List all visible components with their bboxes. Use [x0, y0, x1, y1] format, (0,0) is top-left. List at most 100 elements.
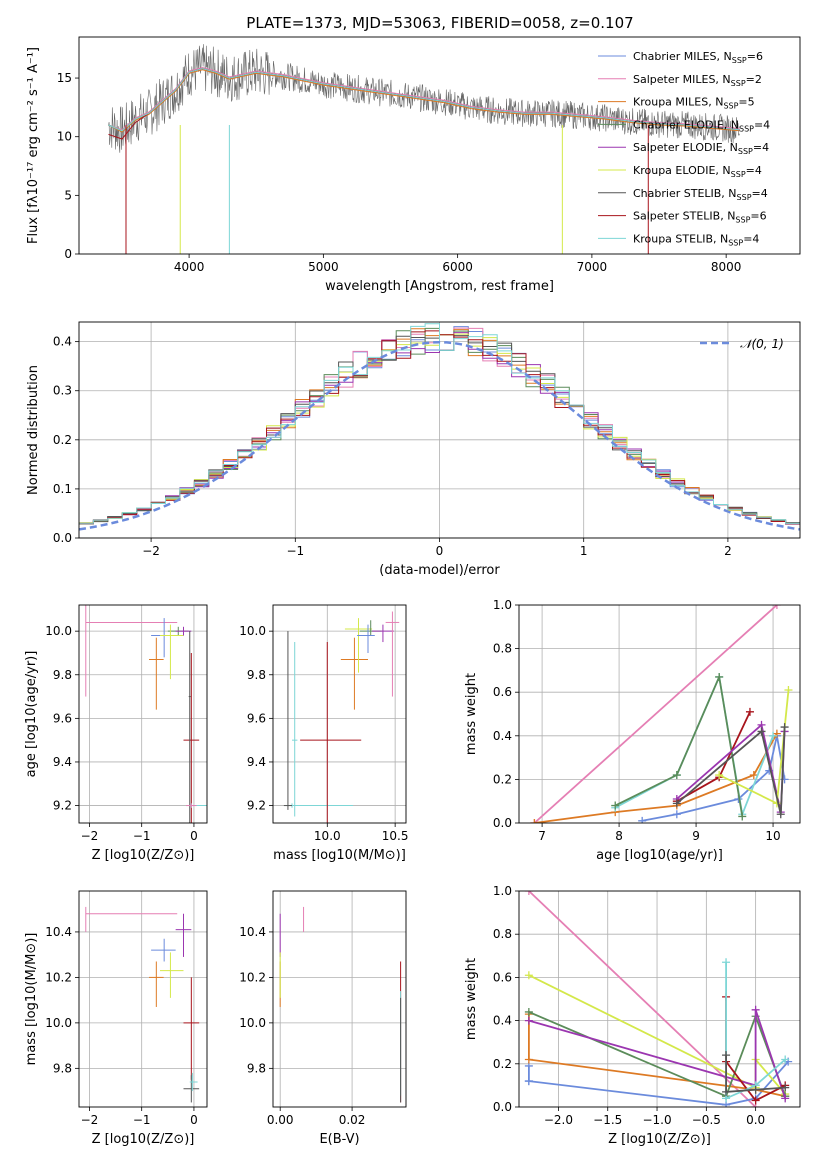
- weight_vs_age-ytick-label: 0.6: [493, 685, 512, 699]
- spectrum-xlabel: wavelength [Angstrom, rest frame]: [325, 279, 554, 294]
- weight_vs_age-plot-area: [519, 605, 800, 823]
- mass_vs_Z-ytick-label: 10.2: [45, 970, 72, 984]
- weight-series-marker: [772, 605, 781, 609]
- errorbar-point: [300, 642, 362, 823]
- figure-title: PLATE=1373, MJD=53063, FIBERID=0058, z=0…: [246, 14, 633, 32]
- weight-series-marker: [722, 1051, 731, 1060]
- weight_vs_age-ytick-label: 0.0: [493, 816, 512, 830]
- legend-label: Kroupa MILES, NSSP=5: [633, 96, 755, 111]
- weight_vs_Z-ytick-label: 0.6: [493, 970, 512, 984]
- weight-series-marker: [738, 812, 747, 821]
- spectrum-ylabel: Flux [fλ10⁻¹⁷ erg cm⁻² s⁻¹ A⁻¹]: [26, 47, 41, 244]
- weight-series-marker: [751, 1085, 760, 1094]
- spectrum-axes: 4000 5000 6000 7000 8000 0 5 10 15 wavelength [An…: [26, 36, 801, 294]
- weight-series-marker: [781, 1083, 790, 1092]
- weight_vs_age-ytick-label: 0.8: [493, 642, 512, 656]
- mass_vs_Z-frame: [78, 890, 208, 1108]
- residuals-ytick-label: 0.3: [53, 384, 72, 398]
- legend-label-sub: SSP: [732, 56, 747, 65]
- legend-label-value: =4: [753, 141, 769, 154]
- spectrum-xtick-label: 6000: [442, 260, 473, 274]
- weight_vs_age-ytick-label: 0.2: [493, 772, 512, 786]
- legend-label-value: =6: [750, 210, 766, 223]
- legend-label: Salpeter STELIB, NSSP=6: [633, 210, 767, 225]
- spectrum-ytick-label: 15: [57, 71, 72, 85]
- weight_vs_age-axes: 7 8 9 10 0.0 0.2 0.4 0.6 0.8 1.0 age [log10(age/yr…: [464, 598, 801, 863]
- age_vs_Z-plot-area: [79, 605, 207, 823]
- weight-series-marker: [715, 771, 724, 780]
- weight-series-marker: [672, 799, 681, 808]
- age_vs_mass-plot-area: [273, 605, 406, 823]
- errorbar-point: [188, 631, 191, 823]
- age_vs_mass-xtick-label: 10.0: [314, 829, 341, 843]
- weight-series-marker: [715, 672, 724, 681]
- weight-series-marker: [722, 1087, 731, 1096]
- weight-series-line: [528, 891, 757, 1107]
- age_vs_Z-xtick-label: −1: [133, 829, 151, 843]
- errorbar-point: [186, 803, 197, 808]
- residuals-xtick-label: 0: [436, 544, 444, 558]
- residuals-ytick-label: 0.0: [53, 531, 72, 545]
- errorbar-point: [385, 611, 400, 697]
- errorbar-point: [283, 631, 292, 810]
- weight-series-marker: [749, 771, 758, 780]
- mass_vs_Z-ytick-label: 10.4: [45, 925, 72, 939]
- errorbar-point: [357, 624, 375, 653]
- legend-label-sub: SSP: [731, 170, 746, 179]
- weight_vs_age-ylabel: mass weight: [464, 673, 479, 755]
- weight-series-marker: [769, 731, 778, 740]
- weight-series-line: [642, 735, 786, 822]
- weight-series-line: [528, 1009, 787, 1099]
- weight_vs_Z-ylabel: mass weight: [464, 958, 479, 1040]
- residuals-frame: [78, 321, 801, 539]
- weight_vs_age-ytick-label: 1.0: [493, 598, 512, 612]
- legend-label-value: =4: [746, 164, 762, 177]
- mass_vs_Z-ytick-label: 10.0: [45, 1016, 72, 1030]
- errorbar-point: [149, 637, 164, 710]
- weight_vs_Z-ytick-label: 0.0: [493, 1100, 512, 1114]
- weight-series-line: [676, 711, 751, 802]
- errorbar-point: [85, 906, 178, 932]
- weight_vs_Z-plot-area: [519, 891, 800, 1107]
- weight-series-marker: [611, 801, 620, 810]
- age_vs_Z-ytick-label: 9.2: [53, 799, 72, 813]
- legend-label-value: =5: [738, 96, 754, 109]
- weight_vs_Z-xtick-label: −1.0: [642, 1113, 671, 1127]
- spectrum-xtick-label: 5000: [308, 260, 339, 274]
- age_vs_mass-xtick-label: 10.5: [382, 829, 409, 843]
- mass_vs_Z-xtick-label: 0: [190, 1113, 198, 1127]
- weight-series-marker: [524, 1016, 533, 1025]
- mass_vs_ebv-ytick-label: 10.2: [239, 970, 266, 984]
- weight-series-marker: [524, 1077, 533, 1086]
- weight_vs_Z-ytick-label: 0.2: [493, 1057, 512, 1071]
- errorbar-point: [149, 961, 164, 1007]
- age_vs_Z-axes: −2 −1 0 9.2 9.4 9.6 9.8 10.0 Z [log10(Z/Z⊙)] age …: [24, 604, 208, 863]
- residuals-ytick-label: 0.4: [53, 335, 72, 349]
- age_vs_mass-ytick-label: 9.6: [247, 711, 266, 725]
- age_vs_Z-ylabel: age [log10(age/yr)]: [24, 651, 39, 778]
- legend-label-sub: SSP: [735, 216, 750, 225]
- spectrum-series-line: [108, 69, 740, 133]
- mass_vs_ebv-xtick-label: 0.00: [267, 1113, 294, 1127]
- mass_vs_Z-axes: −2 −1 0 9.8 10.0 10.2 10.4 Z [log10(Z/Z⊙)] mass …: [24, 890, 208, 1147]
- mass_vs_Z-xtick-label: −2: [81, 1113, 99, 1127]
- mass_vs_ebv-xtick-label: 0.02: [339, 1113, 366, 1127]
- residual-histogram-step: [79, 332, 800, 525]
- age_vs_Z-ytick-label: 9.8: [53, 668, 72, 682]
- weight-series-line: [614, 673, 744, 817]
- weight_vs_Z-xtick-label: −1.5: [593, 1113, 622, 1127]
- mass_vs_ebv-ytick-label: 10.0: [239, 1016, 266, 1030]
- errorbar-point: [159, 624, 184, 680]
- errorbar-point: [285, 803, 354, 808]
- weight-series-marker: [780, 723, 789, 732]
- spectrum-series-line: [108, 66, 740, 131]
- weight-series-marker: [638, 816, 647, 823]
- spectrum-legend: Chabrier MILES, NSSP=6 Salpeter MILES, NS…: [598, 50, 770, 247]
- spectrum-plot-area: [108, 44, 740, 254]
- normal-legend-label: 𝒩(0, 1): [740, 337, 784, 351]
- weight-series-marker: [751, 1005, 760, 1014]
- mass_vs_Z-plot-area: [79, 891, 207, 1107]
- errorbar-point: [175, 626, 192, 636]
- weight_vs_age-xtick-label: 8: [615, 829, 623, 843]
